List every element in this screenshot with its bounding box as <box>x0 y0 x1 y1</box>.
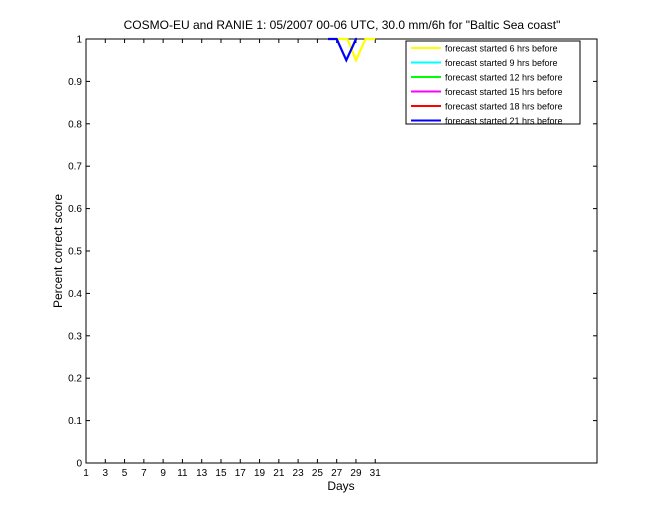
legend-label: forecast started 9 hrs before <box>445 58 558 68</box>
series-line <box>337 37 376 63</box>
x-tick-label: 15 <box>215 468 227 479</box>
y-tick-label: 0.7 <box>68 162 82 173</box>
x-axis-label: Days <box>327 479 354 493</box>
legend: forecast started 6 hrs before forecast st… <box>405 40 581 126</box>
plot-lines <box>328 37 376 63</box>
legend-label: forecast started 21 hrs before <box>445 116 563 126</box>
y-tick-label: 0 <box>76 459 82 470</box>
x-tick-label: 9 <box>160 468 166 479</box>
y-tick-label: 0.9 <box>68 77 82 88</box>
x-tick-label: 23 <box>293 468 305 479</box>
y-tick-label: 0.8 <box>68 119 82 130</box>
x-tick-label: 27 <box>331 468 343 479</box>
y-tick-label: 0.1 <box>68 416 82 427</box>
x-tick-label: 3 <box>103 468 109 479</box>
legend-label: forecast started 6 hrs before <box>445 44 558 54</box>
y-tick-label: 0.3 <box>68 331 82 342</box>
chart-title: COSMO-EU and RANIE 1: 05/2007 00-06 UTC,… <box>124 18 561 32</box>
legend-label: forecast started 12 hrs before <box>445 73 563 83</box>
x-tick-label: 13 <box>196 468 208 479</box>
x-tick-label: 1 <box>83 468 89 479</box>
x-tick-label: 5 <box>122 468 128 479</box>
x-tick-label: 21 <box>273 468 285 479</box>
y-tick-label: 1 <box>76 35 82 46</box>
y-tick-label: 0.2 <box>68 374 82 385</box>
legend-label: forecast started 18 hrs before <box>445 102 563 112</box>
x-axis: 1 3 5 7 9 11 13 15 17 19 21 23 25 27 29 31 <box>83 39 381 479</box>
x-tick-label: 11 <box>177 468 188 479</box>
x-tick-label: 25 <box>312 468 324 479</box>
y-tick-label: 0.5 <box>68 247 82 258</box>
y-axis: 0 0.1 0.2 0.3 0.4 0.5 0.6 0.7 0.8 0.9 1 <box>68 35 597 470</box>
y-tick-label: 0.6 <box>68 204 82 215</box>
legend-box <box>405 40 581 125</box>
x-tick-label: 17 <box>235 468 247 479</box>
x-tick-label: 31 <box>370 468 382 479</box>
y-tick-label: 0.4 <box>68 289 82 300</box>
series-line <box>328 37 358 63</box>
x-tick-label: 19 <box>254 468 266 479</box>
x-tick-label: 7 <box>141 468 147 479</box>
x-tick-label: 29 <box>350 468 362 479</box>
y-axis-label: Percent correct score <box>51 194 65 308</box>
legend-label: forecast started 15 hrs before <box>445 87 563 97</box>
